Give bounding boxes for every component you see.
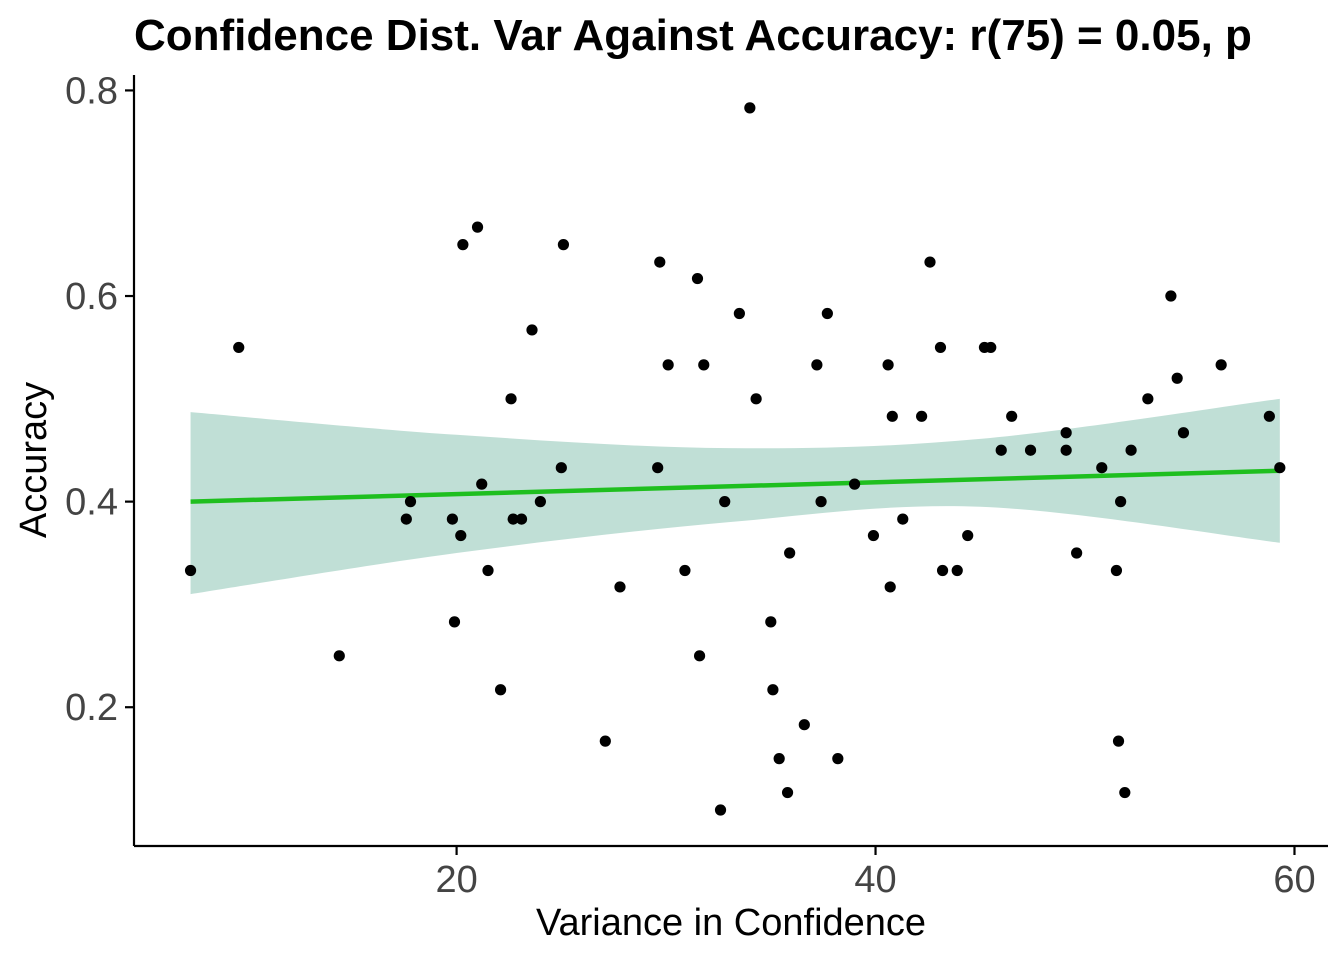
data-point xyxy=(886,410,898,422)
data-point xyxy=(446,513,458,525)
data-point xyxy=(448,616,461,628)
data-point xyxy=(233,341,245,354)
data-point xyxy=(693,650,706,662)
x-axis-label: Variance in Confidence xyxy=(536,902,926,944)
chart-title: Confidence Dist. Var Against Accuracy: r… xyxy=(134,11,1252,60)
data-point xyxy=(916,410,928,422)
data-point xyxy=(534,496,546,508)
ci-ribbon xyxy=(190,398,1280,595)
data-point xyxy=(404,496,417,508)
data-point xyxy=(662,359,674,371)
data-point xyxy=(744,102,756,114)
data-point xyxy=(494,684,507,696)
data-point xyxy=(698,359,710,371)
data-point xyxy=(1115,496,1127,508)
data-point xyxy=(1024,444,1037,456)
data-point xyxy=(1110,564,1123,577)
points-group xyxy=(184,102,1286,816)
data-point xyxy=(962,529,974,542)
data-point xyxy=(767,684,779,696)
y-tick-label: 0.4 xyxy=(65,482,118,524)
data-point xyxy=(455,529,467,542)
data-point xyxy=(848,478,861,490)
data-point xyxy=(476,478,488,490)
data-point xyxy=(614,581,626,593)
data-point xyxy=(400,513,412,525)
data-point xyxy=(934,341,947,354)
data-point xyxy=(936,564,949,577)
data-point xyxy=(471,221,484,233)
data-point xyxy=(1060,444,1072,456)
data-point xyxy=(654,256,666,268)
data-point xyxy=(884,581,896,593)
data-point xyxy=(1215,359,1227,371)
data-point xyxy=(773,753,785,765)
data-point xyxy=(1125,444,1137,456)
data-point xyxy=(482,564,494,577)
data-point xyxy=(781,786,794,799)
data-point xyxy=(679,564,691,577)
data-point xyxy=(1071,547,1083,559)
fit-line xyxy=(190,468,1280,504)
data-point xyxy=(951,564,963,577)
confidence-ribbon xyxy=(190,398,1280,595)
data-point xyxy=(765,616,777,628)
data-point xyxy=(714,804,727,816)
data-point xyxy=(798,719,810,731)
y-axis-label: Accuracy xyxy=(13,382,55,538)
data-point xyxy=(882,359,894,371)
data-point xyxy=(1263,410,1275,422)
data-point xyxy=(1006,410,1018,422)
y-tick-label: 0.8 xyxy=(65,70,118,112)
data-point xyxy=(333,650,345,662)
data-point xyxy=(815,496,827,508)
data-point xyxy=(1274,462,1286,474)
data-point xyxy=(867,529,880,542)
data-point xyxy=(599,735,611,747)
data-point xyxy=(995,444,1007,456)
y-tick-label: 0.6 xyxy=(65,276,118,318)
data-point xyxy=(985,341,997,354)
data-point xyxy=(832,753,844,765)
data-point xyxy=(1119,786,1131,799)
data-point xyxy=(555,462,567,474)
data-point xyxy=(505,393,517,405)
data-point xyxy=(784,547,796,559)
fit-line-group xyxy=(190,468,1280,504)
data-point xyxy=(1060,427,1072,439)
data-point xyxy=(1096,462,1108,474)
data-point xyxy=(457,239,469,251)
data-point xyxy=(924,256,936,268)
data-point xyxy=(821,307,833,320)
data-point xyxy=(897,513,909,525)
data-point xyxy=(515,513,528,525)
data-point xyxy=(652,462,664,474)
ticks-group: 20 40 60 0.2 0.4 0.6 0.8 xyxy=(65,70,1315,901)
data-point xyxy=(750,393,762,405)
data-point xyxy=(507,513,519,525)
data-point xyxy=(811,359,823,371)
data-point xyxy=(1142,393,1154,405)
data-point xyxy=(1171,372,1183,384)
data-point xyxy=(733,307,745,320)
data-point xyxy=(1112,735,1125,747)
x-tick-label: 60 xyxy=(1273,859,1315,901)
x-tick-label: 40 xyxy=(854,859,896,901)
data-point xyxy=(691,272,704,285)
data-point xyxy=(184,564,197,577)
x-tick-label: 20 xyxy=(435,859,477,901)
y-tick-label: 0.2 xyxy=(65,687,118,729)
data-point xyxy=(526,324,538,336)
data-point xyxy=(1177,427,1190,439)
data-point xyxy=(719,496,731,508)
data-point xyxy=(1165,290,1177,302)
data-point xyxy=(557,239,570,251)
